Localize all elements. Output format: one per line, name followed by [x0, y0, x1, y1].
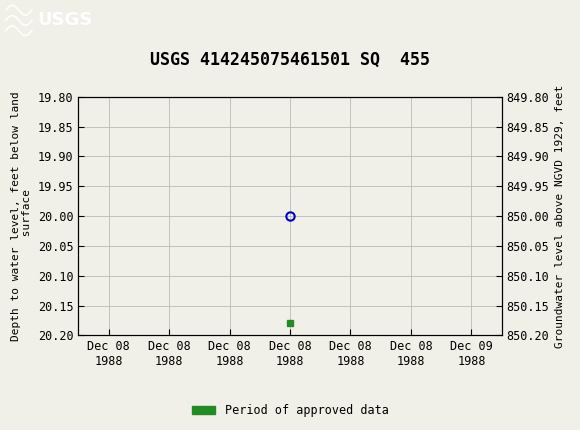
Text: USGS 414245075461501 SQ  455: USGS 414245075461501 SQ 455 [150, 51, 430, 68]
Legend: Period of approved data: Period of approved data [187, 399, 393, 422]
Y-axis label: Depth to water level, feet below land
 surface: Depth to water level, feet below land su… [10, 91, 32, 341]
Y-axis label: Groundwater level above NGVD 1929, feet: Groundwater level above NGVD 1929, feet [555, 84, 565, 348]
Text: USGS: USGS [38, 12, 93, 29]
